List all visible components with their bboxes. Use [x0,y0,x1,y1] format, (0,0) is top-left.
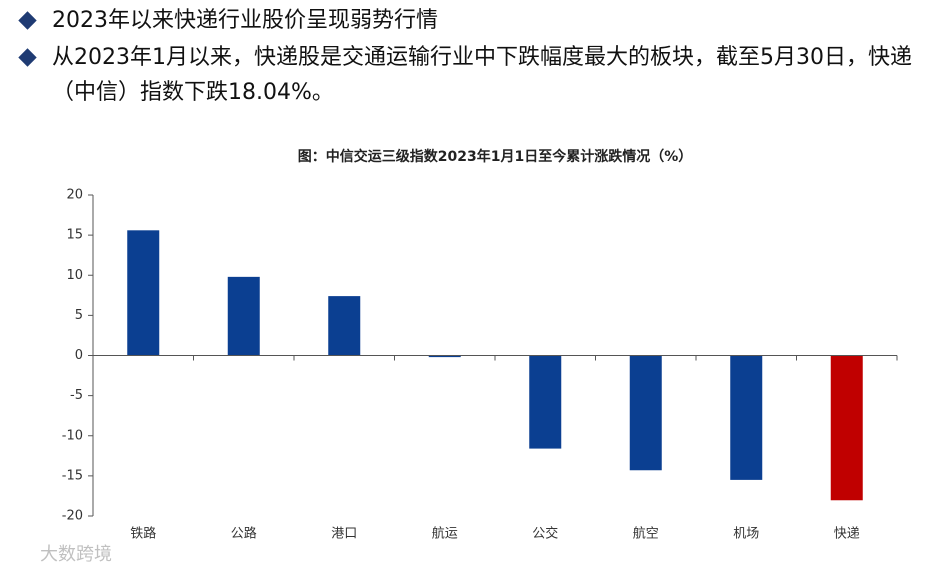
y-tick-label: 5 [75,308,83,323]
bar [830,355,863,501]
x-tick-label: 公路 [231,526,257,542]
bar [127,230,160,356]
bar [730,355,763,480]
x-tick-label: 快递 [834,527,860,542]
watermark: 大数跨境 [40,544,112,565]
y-tick-label: 10 [66,268,83,283]
bar [328,296,361,356]
y-tick-label: 15 [66,228,83,243]
bullet-text: 2023年以来快递行业股价呈现弱势行情 [52,8,438,33]
y-tick-label: -5 [70,388,83,403]
y-tick-label: -15 [62,468,83,483]
bar [629,355,662,471]
y-tick-label: 20 [66,188,83,203]
bar [529,355,562,449]
chart-title: 图：中信交运三级指数2023年1月1日至今累计涨跌情况（%） [298,148,692,165]
bar [227,276,260,356]
y-tick-label: -20 [62,509,83,524]
x-tick-label: 航空 [633,526,659,542]
x-tick-label: 港口 [331,527,357,542]
x-tick-label: 机场 [733,527,759,542]
y-tick-label: 0 [75,348,83,363]
x-tick-label: 公交 [532,526,558,542]
y-tick-label: -10 [62,428,83,443]
bar [428,355,461,358]
bullet-text: 从2023年1月以来，快递股是交通运输行业中下跌幅度最大的板块，截至5月30日，… [52,45,912,105]
x-tick-label: 铁路 [130,526,156,542]
x-tick-label: 航运 [432,526,458,542]
